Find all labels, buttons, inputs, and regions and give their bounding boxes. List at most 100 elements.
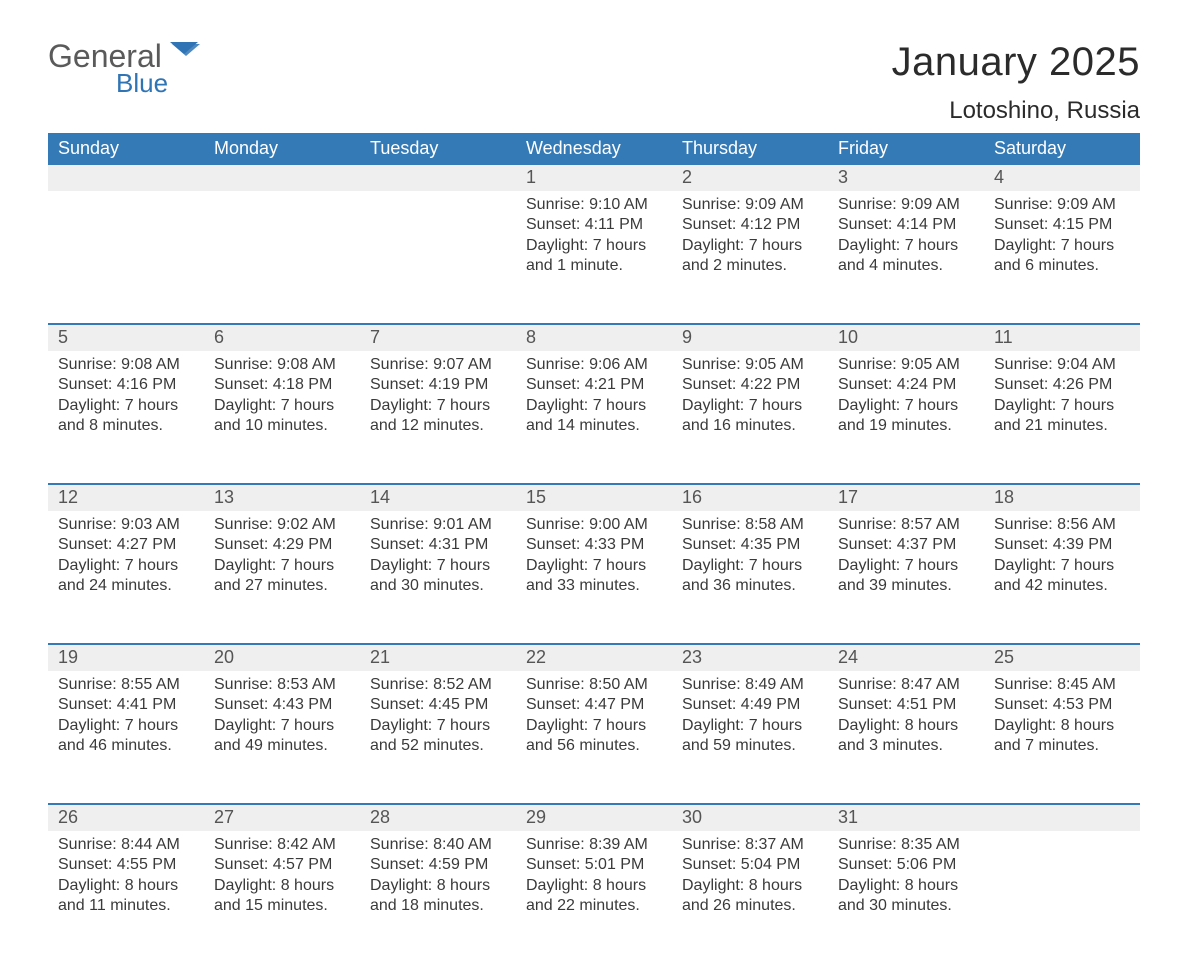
- day-day1: Daylight: 7 hours: [838, 236, 974, 256]
- day-cell: Sunrise: 8:39 AMSunset: 5:01 PMDaylight:…: [516, 831, 672, 963]
- day-sunset: Sunset: 4:53 PM: [994, 695, 1130, 715]
- day-body: Sunrise: 8:50 AMSunset: 4:47 PMDaylight:…: [516, 671, 672, 757]
- day-sunrise: Sunrise: 8:58 AM: [682, 515, 818, 535]
- day-body: Sunrise: 8:45 AMSunset: 4:53 PMDaylight:…: [984, 671, 1140, 757]
- day-day2: and 11 minutes.: [58, 896, 194, 916]
- day-day1: Daylight: 7 hours: [370, 396, 506, 416]
- day-day2: and 30 minutes.: [838, 896, 974, 916]
- day-cell: Sunrise: 9:03 AMSunset: 4:27 PMDaylight:…: [48, 511, 204, 643]
- logo-text-blue: Blue: [116, 68, 168, 99]
- day-day1: Daylight: 7 hours: [682, 236, 818, 256]
- day-sunset: Sunset: 4:29 PM: [214, 535, 350, 555]
- day-sunset: Sunset: 4:11 PM: [526, 215, 662, 235]
- day-number: 5: [48, 325, 204, 351]
- location-label: Lotoshino, Russia: [892, 97, 1140, 125]
- day-sunset: Sunset: 5:06 PM: [838, 855, 974, 875]
- day-sunrise: Sunrise: 9:01 AM: [370, 515, 506, 535]
- day-sunset: Sunset: 4:19 PM: [370, 375, 506, 395]
- day-cell: Sunrise: 8:53 AMSunset: 4:43 PMDaylight:…: [204, 671, 360, 803]
- day-cell: Sunrise: 8:44 AMSunset: 4:55 PMDaylight:…: [48, 831, 204, 963]
- day-sunset: Sunset: 4:55 PM: [58, 855, 194, 875]
- day-day2: and 8 minutes.: [58, 416, 194, 436]
- day-sunset: Sunset: 4:57 PM: [214, 855, 350, 875]
- day-sunrise: Sunrise: 8:45 AM: [994, 675, 1130, 695]
- day-number: [360, 165, 516, 191]
- day-of-week-header: SundayMondayTuesdayWednesdayThursdayFrid…: [48, 133, 1140, 165]
- day-day2: and 3 minutes.: [838, 736, 974, 756]
- day-sunset: Sunset: 4:59 PM: [370, 855, 506, 875]
- day-day1: Daylight: 7 hours: [682, 716, 818, 736]
- day-day1: Daylight: 8 hours: [838, 716, 974, 736]
- day-day2: and 36 minutes.: [682, 576, 818, 596]
- day-day1: Daylight: 7 hours: [838, 396, 974, 416]
- day-body: Sunrise: 9:09 AMSunset: 4:12 PMDaylight:…: [672, 191, 828, 277]
- week-body-row: Sunrise: 9:08 AMSunset: 4:16 PMDaylight:…: [48, 351, 1140, 483]
- day-sunset: Sunset: 4:22 PM: [682, 375, 818, 395]
- day-cell: Sunrise: 9:07 AMSunset: 4:19 PMDaylight:…: [360, 351, 516, 483]
- day-number: 18: [984, 485, 1140, 511]
- day-day1: Daylight: 8 hours: [994, 716, 1130, 736]
- day-day2: and 22 minutes.: [526, 896, 662, 916]
- day-cell: [984, 831, 1140, 963]
- day-body: Sunrise: 8:52 AMSunset: 4:45 PMDaylight:…: [360, 671, 516, 757]
- daynum-row: 262728293031: [48, 803, 1140, 831]
- day-day1: Daylight: 8 hours: [214, 876, 350, 896]
- day-sunset: Sunset: 4:51 PM: [838, 695, 974, 715]
- day-body: Sunrise: 9:07 AMSunset: 4:19 PMDaylight:…: [360, 351, 516, 437]
- day-sunrise: Sunrise: 8:57 AM: [838, 515, 974, 535]
- day-sunset: Sunset: 4:39 PM: [994, 535, 1130, 555]
- day-sunrise: Sunrise: 8:52 AM: [370, 675, 506, 695]
- day-number: 10: [828, 325, 984, 351]
- day-number: 20: [204, 645, 360, 671]
- day-day1: Daylight: 7 hours: [526, 716, 662, 736]
- day-day2: and 12 minutes.: [370, 416, 506, 436]
- day-cell: Sunrise: 9:10 AMSunset: 4:11 PMDaylight:…: [516, 191, 672, 323]
- day-sunset: Sunset: 4:24 PM: [838, 375, 974, 395]
- day-body: Sunrise: 8:40 AMSunset: 4:59 PMDaylight:…: [360, 831, 516, 917]
- day-day1: Daylight: 7 hours: [58, 396, 194, 416]
- day-number: 30: [672, 805, 828, 831]
- day-cell: Sunrise: 9:06 AMSunset: 4:21 PMDaylight:…: [516, 351, 672, 483]
- week-body-row: Sunrise: 8:55 AMSunset: 4:41 PMDaylight:…: [48, 671, 1140, 803]
- day-day1: Daylight: 8 hours: [58, 876, 194, 896]
- day-sunset: Sunset: 4:27 PM: [58, 535, 194, 555]
- day-day2: and 16 minutes.: [682, 416, 818, 436]
- day-day1: Daylight: 7 hours: [526, 396, 662, 416]
- day-body: Sunrise: 8:42 AMSunset: 4:57 PMDaylight:…: [204, 831, 360, 917]
- day-cell: Sunrise: 8:47 AMSunset: 4:51 PMDaylight:…: [828, 671, 984, 803]
- day-body: Sunrise: 9:02 AMSunset: 4:29 PMDaylight:…: [204, 511, 360, 597]
- dow-cell: Friday: [828, 133, 984, 165]
- day-body: Sunrise: 9:05 AMSunset: 4:24 PMDaylight:…: [828, 351, 984, 437]
- day-body: Sunrise: 9:05 AMSunset: 4:22 PMDaylight:…: [672, 351, 828, 437]
- daynum-row: 12131415161718: [48, 483, 1140, 511]
- dow-cell: Tuesday: [360, 133, 516, 165]
- day-body: Sunrise: 9:10 AMSunset: 4:11 PMDaylight:…: [516, 191, 672, 277]
- day-day2: and 39 minutes.: [838, 576, 974, 596]
- day-cell: Sunrise: 8:37 AMSunset: 5:04 PMDaylight:…: [672, 831, 828, 963]
- day-sunrise: Sunrise: 9:05 AM: [682, 355, 818, 375]
- day-number: 17: [828, 485, 984, 511]
- day-body: Sunrise: 9:08 AMSunset: 4:18 PMDaylight:…: [204, 351, 360, 437]
- day-number: 19: [48, 645, 204, 671]
- day-body: Sunrise: 8:47 AMSunset: 4:51 PMDaylight:…: [828, 671, 984, 757]
- day-day2: and 56 minutes.: [526, 736, 662, 756]
- day-body: Sunrise: 8:55 AMSunset: 4:41 PMDaylight:…: [48, 671, 204, 757]
- day-number: 24: [828, 645, 984, 671]
- day-day2: and 52 minutes.: [370, 736, 506, 756]
- day-cell: Sunrise: 9:08 AMSunset: 4:16 PMDaylight:…: [48, 351, 204, 483]
- day-number: 1: [516, 165, 672, 191]
- dow-cell: Saturday: [984, 133, 1140, 165]
- day-day1: Daylight: 7 hours: [682, 396, 818, 416]
- day-sunrise: Sunrise: 9:07 AM: [370, 355, 506, 375]
- day-day1: Daylight: 7 hours: [58, 716, 194, 736]
- day-body: [204, 191, 360, 195]
- day-number: 21: [360, 645, 516, 671]
- day-cell: Sunrise: 8:57 AMSunset: 4:37 PMDaylight:…: [828, 511, 984, 643]
- day-sunset: Sunset: 4:18 PM: [214, 375, 350, 395]
- daynum-row: 567891011: [48, 323, 1140, 351]
- day-day1: Daylight: 7 hours: [214, 716, 350, 736]
- day-cell: [360, 191, 516, 323]
- day-sunset: Sunset: 4:16 PM: [58, 375, 194, 395]
- day-day2: and 18 minutes.: [370, 896, 506, 916]
- day-sunrise: Sunrise: 8:47 AM: [838, 675, 974, 695]
